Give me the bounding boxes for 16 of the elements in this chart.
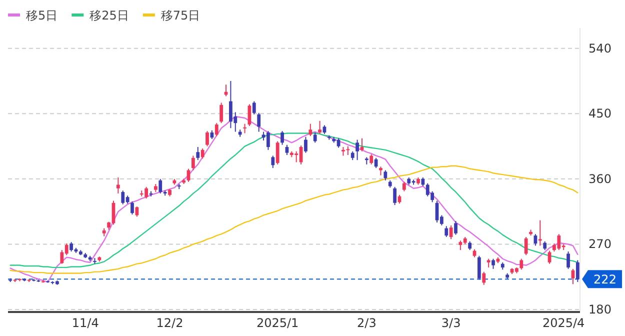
line-series	[10, 165, 578, 274]
ref-line-label: 222	[594, 272, 616, 287]
y-tick-label: 450	[588, 106, 612, 121]
legend-label: 移75日	[160, 8, 200, 22]
y-tick-label: 540	[588, 41, 612, 56]
x-tick-label: 11/4	[72, 316, 99, 330]
x-tick-label: 2025/4	[542, 316, 585, 330]
x-tick-label: 12/2	[156, 316, 184, 330]
x-tick-label: 2/3	[357, 316, 376, 330]
x-tick-label: 2025/1	[256, 316, 299, 330]
legend-label: 移25日	[90, 8, 129, 22]
y-tick-label: 360	[588, 172, 612, 186]
y-tick-label: 270	[588, 237, 612, 252]
x-tick-label: 3/3	[441, 316, 461, 330]
y-tick-label: 180	[588, 302, 612, 317]
legend-label: 移5日	[26, 8, 58, 22]
